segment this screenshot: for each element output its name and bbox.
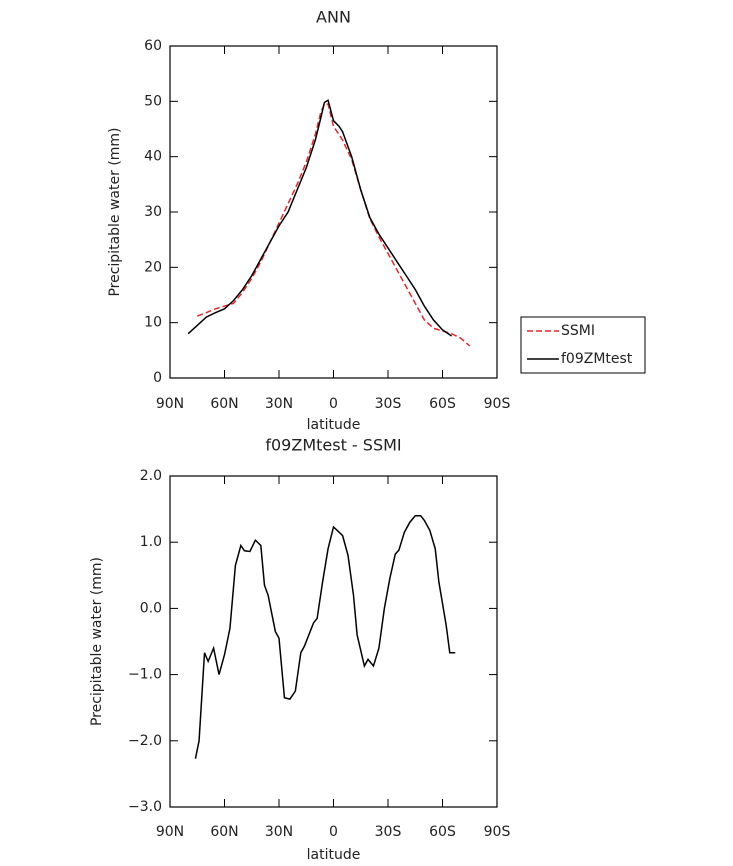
x-tick-label: 90N <box>156 396 184 412</box>
x-tick-label: 30N <box>265 824 293 840</box>
y-tick-label: 1.0 <box>140 534 162 550</box>
y-tick-label: 0.0 <box>140 600 162 616</box>
x-tick-label: 30N <box>265 396 293 412</box>
y-axis-label: Precipitable water (mm) <box>107 127 123 296</box>
x-tick-label: 60N <box>210 396 238 412</box>
legend-label: f09ZMtest <box>561 351 633 367</box>
x-tick-label: 60S <box>429 824 456 840</box>
x-axis-label: latitude <box>307 417 361 433</box>
x-tick-label: 60S <box>429 396 456 412</box>
y-tick-label: −1.0 <box>128 667 162 683</box>
data-line <box>194 514 456 759</box>
chart-title: ANN <box>316 8 351 27</box>
x-axis-label: latitude <box>307 847 361 863</box>
y-tick-label: 10 <box>144 315 162 331</box>
y-tick-label: 30 <box>144 204 162 220</box>
x-tick-label: 30S <box>375 824 402 840</box>
y-tick-label: 60 <box>144 38 162 54</box>
y-tick-label: 50 <box>144 93 162 109</box>
y-tick-label: 0 <box>153 370 162 386</box>
data-line <box>196 103 471 347</box>
x-tick-label: 0 <box>329 824 338 840</box>
y-tick-label: 2.0 <box>140 468 162 484</box>
legend-box <box>520 316 646 374</box>
y-axis-label: Precipitable water (mm) <box>89 557 105 726</box>
x-tick-label: 90N <box>156 824 184 840</box>
y-tick-label: 20 <box>144 259 162 275</box>
plot-frame <box>169 475 498 808</box>
data-line <box>187 99 453 337</box>
plot-frame <box>169 45 498 379</box>
x-tick-label: 60N <box>210 824 238 840</box>
x-tick-label: 90S <box>484 824 511 840</box>
legend-label: SSMI <box>561 323 595 339</box>
chart-title: f09ZMtest - SSMI <box>265 436 401 455</box>
x-tick-label: 0 <box>329 396 338 412</box>
x-tick-label: 30S <box>375 396 402 412</box>
x-tick-label: 90S <box>484 396 511 412</box>
y-tick-label: −3.0 <box>128 799 162 815</box>
y-tick-label: 40 <box>144 149 162 165</box>
y-tick-label: −2.0 <box>128 733 162 749</box>
